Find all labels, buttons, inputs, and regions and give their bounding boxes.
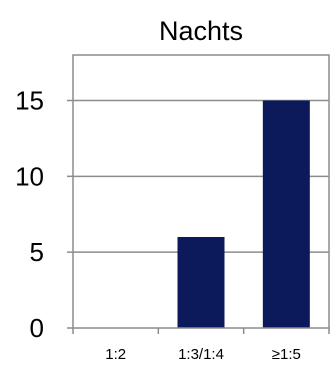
y-tick-labels: 0 5 10 15: [15, 86, 44, 344]
x-tick-label: ≥1:5: [272, 346, 301, 363]
axes: [67, 54, 330, 334]
x-tick-labels: 1:2 1:3/1:4 ≥1:5: [105, 346, 301, 363]
plot-frame: [72, 54, 330, 329]
x-tick-label: 1:2: [105, 346, 126, 363]
chart-title: Nachts: [159, 16, 243, 46]
y-tick-label: 15: [15, 86, 44, 116]
bar-1:3/1:4: [177, 237, 225, 328]
bar-≥1:5: [262, 100, 310, 328]
x-tick-label: 1:3/1:4: [178, 346, 224, 363]
y-tick-label: 10: [15, 161, 44, 191]
y-tick-label: 5: [30, 237, 44, 267]
bars: [177, 100, 310, 328]
y-tick-label: 0: [30, 313, 44, 343]
